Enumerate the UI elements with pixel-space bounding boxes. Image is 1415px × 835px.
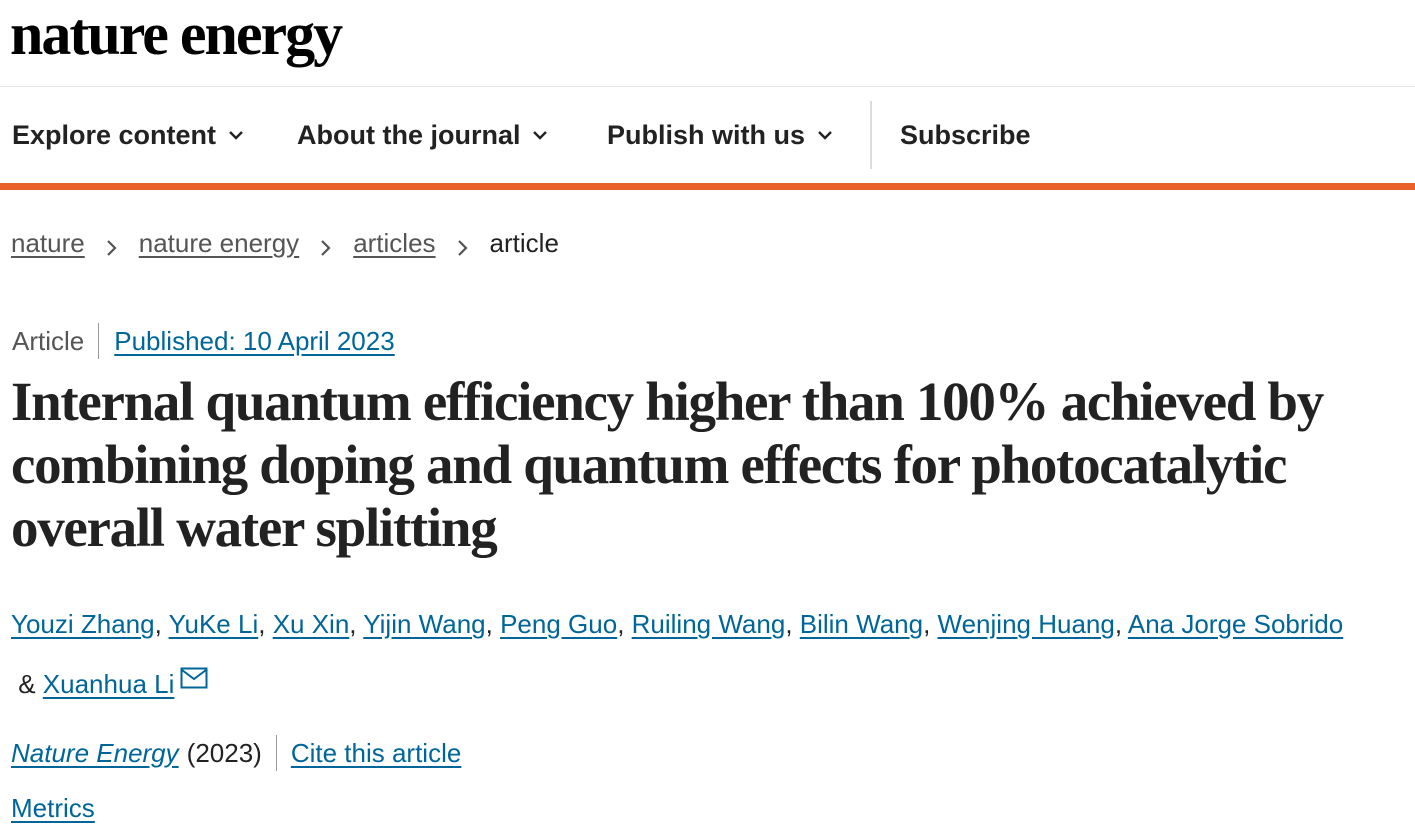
author-link[interactable]: Youzi Zhang <box>11 609 155 639</box>
chevron-down-icon <box>228 127 244 143</box>
chevron-down-icon <box>817 127 833 143</box>
author-link[interactable]: Bilin Wang <box>799 609 924 639</box>
cite-article-link[interactable]: Cite this article <box>290 737 462 768</box>
author-list: Youzi Zhang, YuKe Li, Xu Xin, Yijin Wang… <box>11 596 1401 712</box>
author-ampersand: & <box>11 669 43 699</box>
nav-subscribe[interactable]: Subscribe <box>900 87 1031 183</box>
author-link[interactable]: Ana Jorge Sobrido <box>1127 609 1344 639</box>
nav-item-label: About the journal <box>297 119 521 150</box>
article-type: Article <box>12 323 100 359</box>
author-separator: , <box>785 609 800 639</box>
author-separator: , <box>1114 609 1128 639</box>
breadcrumb-articles[interactable]: articles <box>353 228 436 258</box>
author-link[interactable]: YuKe Li <box>168 609 259 639</box>
author-link[interactable]: Xu Xin <box>272 609 350 639</box>
breadcrumb-current: article <box>489 228 559 258</box>
author-link[interactable]: Yijin Wang <box>363 609 486 639</box>
nav-publish-with-us[interactable]: Publish with us <box>607 87 833 183</box>
main-nav: Explore content About the journal Publis… <box>0 87 1415 190</box>
author-link[interactable]: Peng Guo <box>500 609 618 639</box>
article-meta: Article Published: 10 April 2023 <box>12 323 395 359</box>
author-separator: , <box>258 609 273 639</box>
author-separator: , <box>349 609 364 639</box>
chevron-down-icon <box>532 127 548 143</box>
breadcrumb-nature-energy[interactable]: nature energy <box>138 228 300 258</box>
article-title: Internal quantum efficiency higher than … <box>11 371 1324 558</box>
published-date-link[interactable]: Published: 10 April 2023 <box>114 325 395 356</box>
author-separator: , <box>154 609 169 639</box>
publication-year: (2023) <box>187 735 277 771</box>
nav-about-journal[interactable]: About the journal <box>297 87 548 183</box>
mail-icon[interactable] <box>180 652 208 689</box>
journal-link[interactable]: Nature Energy <box>11 737 179 768</box>
chevron-right-icon <box>319 234 333 256</box>
chevron-right-icon <box>105 234 119 256</box>
nav-divider <box>870 101 872 169</box>
author-link[interactable]: Ruiling Wang <box>631 609 786 639</box>
author-separator: , <box>617 609 632 639</box>
nav-item-label: Explore content <box>12 119 217 150</box>
site-header: nature energy <box>0 0 1415 87</box>
nav-explore-content[interactable]: Explore content <box>12 87 244 183</box>
author-link[interactable]: Xuanhua Li <box>42 669 175 699</box>
breadcrumb: nature nature energy articles article <box>11 228 559 259</box>
nav-item-label: Publish with us <box>607 119 806 150</box>
author-separator: , <box>485 609 501 639</box>
metrics-link[interactable]: Metrics <box>11 793 95 823</box>
chevron-right-icon <box>456 234 470 256</box>
journal-line: Nature Energy (2023) Cite this article <box>11 735 461 771</box>
nav-item-label: Subscribe <box>900 119 1031 150</box>
author-separator: , <box>923 609 938 639</box>
author-link[interactable]: Wenjing Huang <box>937 609 1115 639</box>
journal-logo[interactable]: nature energy <box>10 1 343 67</box>
breadcrumb-nature[interactable]: nature <box>11 228 85 258</box>
